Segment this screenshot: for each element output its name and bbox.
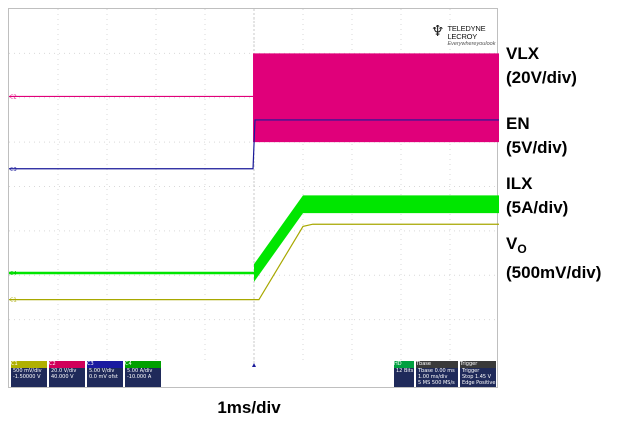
channel-marker: C1 (10, 298, 17, 304)
label-vlx-scale: (20V/div) (506, 68, 577, 87)
label-vo-scale: (500mV/div) (506, 263, 602, 282)
label-ilx-scale: (5A/div) (506, 198, 569, 217)
badge-line: 20.0 V/div (51, 368, 77, 374)
badge-line: 5.00 V/div (89, 368, 115, 374)
oscilloscope-screen: C2 C3 C4 C1 ♆ TELEDYNE LECROY Everywhereyou… (8, 8, 499, 388)
channel-badge-c1[interactable]: C1 500 mV/div -1.50000 V (11, 361, 47, 387)
channel-badge-c3[interactable]: C3 5.00 V/div 0.0 mV ofst (87, 361, 123, 387)
badge-header: C3 (87, 361, 123, 368)
label-ilx-name: ILX (506, 174, 533, 193)
channel-marker: C2 (10, 94, 17, 100)
channel-badge-c4[interactable]: C4 5.00 A/div -10.000 A (125, 361, 161, 387)
label-vo-name: V (506, 234, 518, 253)
series-vlx-switching-band (253, 53, 499, 143)
series-vo-line (9, 223, 499, 301)
badge-line: Trigger (462, 368, 480, 374)
badge-line: Tbase 0.00 ms (418, 368, 455, 374)
badge-line: Stop 1.45 V (462, 374, 492, 380)
badge-header: Trigger (460, 361, 496, 368)
label-en-scale: (5V/div) (506, 138, 568, 157)
trigger-marker (252, 363, 256, 367)
label-en-name: EN (506, 114, 530, 133)
series-en-line (9, 119, 499, 170)
label-vo-subscript: O (517, 242, 527, 256)
badge-line: 0.0 mV ofst (89, 374, 118, 380)
badge-header: Tbase (416, 361, 458, 368)
badge-line: 12 Bits (396, 368, 414, 374)
badge-header: C2 (49, 361, 85, 368)
status-badge-trigger[interactable]: Trigger Trigger Stop 1.45 V Edge Positive (460, 361, 496, 387)
logo-tagline: Everywhereyoulook (447, 41, 496, 47)
logo-brand: TELEDYNE LECROY (447, 24, 486, 41)
label-en: EN (5V/div) (506, 112, 567, 160)
badge-line: Edge Positive (462, 380, 496, 386)
badge-line: -10.000 A (127, 374, 152, 380)
channel-badge-c2[interactable]: C2 20.0 V/div 40.000 V (49, 361, 85, 387)
teledyne-lecroy-logo: ♆ TELEDYNE LECROY Everywhereyoulook (431, 22, 497, 48)
badge-line: -1.50000 V (13, 374, 41, 380)
label-ilx: ILX (5A/div) (506, 172, 568, 220)
label-vlx-name: VLX (506, 44, 540, 63)
label-vo: VO (500mV/div) (506, 232, 601, 285)
x-axis-scale-label: 1ms/div (217, 398, 281, 417)
label-vo-name-row: VO (506, 232, 601, 261)
badge-header: C1 (11, 361, 47, 368)
badge-line: 5.00 A/div (127, 368, 153, 374)
badge-line: 40.000 V (51, 374, 74, 380)
channel-marker: C3 (10, 167, 17, 173)
label-vlx: VLX (20V/div) (506, 42, 577, 90)
badge-header: HD (394, 361, 414, 368)
status-badge-hd[interactable]: HD 12 Bits (394, 361, 414, 387)
badge-line: 500 mV/div (13, 368, 42, 374)
badge-header: C4 (125, 361, 161, 368)
badge-line: 1.00 ms/div (418, 374, 448, 380)
channel-marker: C4 (10, 271, 17, 277)
badge-line: 5 MS 500 MS/s (418, 380, 455, 386)
logo-icon: ♆ (431, 22, 445, 40)
series-ilx-ripple-band (254, 195, 499, 282)
status-badge-tbase[interactable]: Tbase Tbase 0.00 ms 1.00 ms/div 5 MS 500 MS… (416, 361, 458, 387)
